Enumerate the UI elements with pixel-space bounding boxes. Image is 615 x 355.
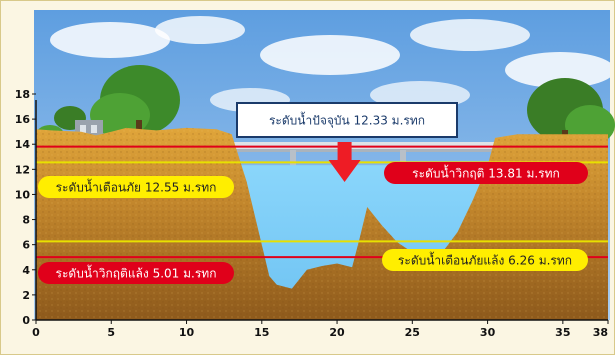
x-tick-label: 0 (32, 326, 40, 339)
y-tick-label: 18 (15, 88, 30, 101)
drought-warning-label-text: ระดับน้ำเตือนภัยแล้ง 6.26 ม.รทก (398, 252, 572, 268)
drought-critical-label-text: ระดับน้ำวิกฤติแล้ง 5.01 ม.รทก (56, 265, 217, 281)
drought-critical-label: ระดับน้ำวิกฤติแล้ง 5.01 ม.รทก (38, 262, 234, 284)
axes: 0 2 4 6 8 10 12 14 16 18 0 5 10 15 20 25 30 35 38 (15, 88, 609, 339)
y-tick-label: 14 (15, 138, 31, 151)
clouds (50, 16, 610, 112)
warning-level-label: ระดับน้ำเตือนภัย 12.55 ม.รทก (38, 176, 234, 198)
warning-level-label-text: ระดับน้ำเตือนภัย 12.55 ม.รทก (56, 179, 217, 195)
current-level-label-bg (236, 102, 458, 138)
level-labels: ระดับน้ำปัจจุบัน 12.33 ม.รทกระดับน้ำวิกฤ… (38, 102, 588, 284)
y-tick-label: 2 (22, 289, 30, 302)
y-tick-label: 16 (15, 113, 31, 126)
trees (36, 65, 615, 155)
y-tick-label: 0 (22, 314, 30, 327)
x-tick-label: 30 (480, 326, 496, 339)
y-tick-label: 6 (22, 239, 30, 252)
drought-critical-label-bg (38, 262, 234, 284)
y-tick-label: 12 (15, 163, 30, 176)
y-tick-label: 10 (15, 188, 31, 201)
current-level-label: ระดับน้ำปัจจุบัน 12.33 ม.รทก (236, 102, 458, 138)
critical-level-label-bg (384, 162, 588, 184)
y-tick-label: 8 (22, 214, 30, 227)
current-level-arrow (328, 142, 361, 182)
x-tick-label: 35 (555, 326, 570, 339)
critical-level-label: ระดับน้ำวิกฤติ 13.81 ม.รทก (384, 162, 588, 184)
y-tick-label: 4 (22, 264, 30, 277)
drought-warning-label: ระดับน้ำเตือนภัยแล้ง 6.26 ม.รทก (382, 249, 588, 271)
x-tick-label: 38 (593, 326, 608, 339)
x-tick-label: 25 (405, 326, 420, 339)
current-level-label-text: ระดับน้ำปัจจุบัน 12.33 ม.รทก (269, 112, 425, 129)
x-tick-label: 5 (107, 326, 115, 339)
x-tick-label: 10 (179, 326, 195, 339)
x-tick-label: 15 (254, 326, 269, 339)
critical-level-label-text: ระดับน้ำวิกฤติ 13.81 ม.รทก (412, 165, 560, 181)
drought-warning-label-bg (382, 249, 588, 271)
warning-level-label-bg (38, 176, 234, 198)
x-tick-label: 20 (329, 326, 345, 339)
